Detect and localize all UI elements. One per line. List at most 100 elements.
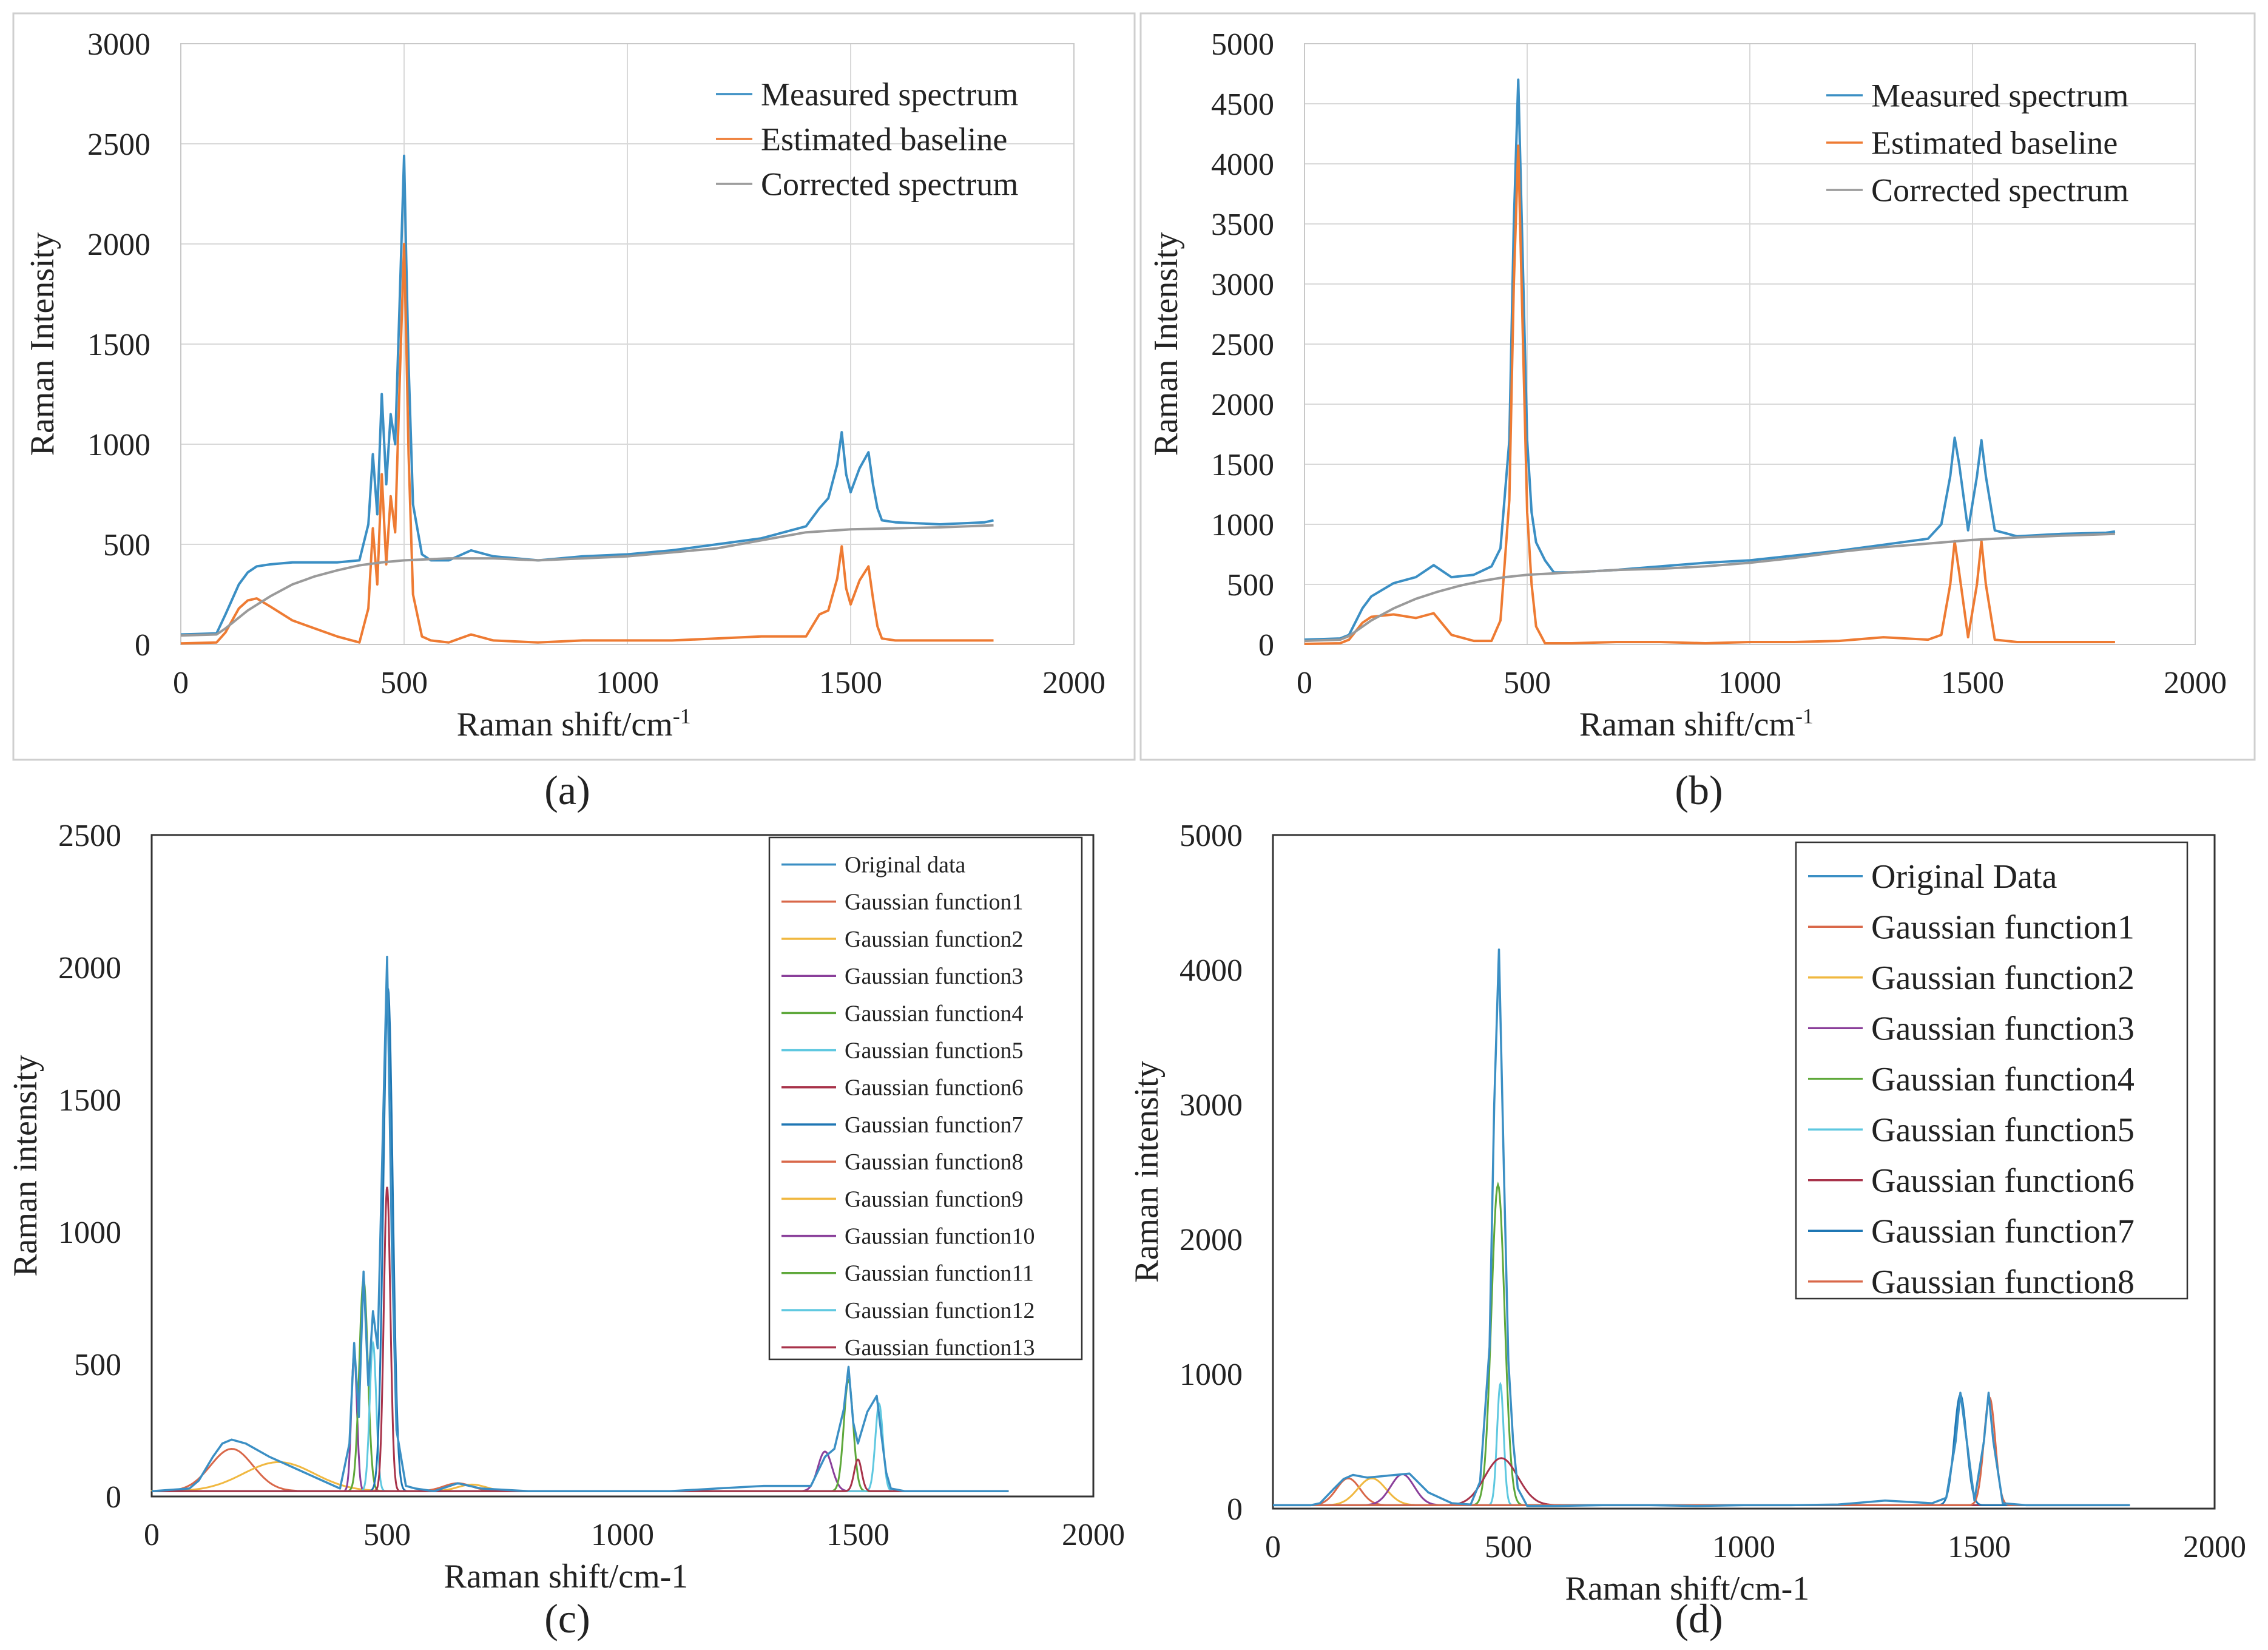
panel-a-ytick-2: 1000 — [87, 428, 150, 462]
panel-d-legend-label-7: Gaussian function7 — [1871, 1212, 2135, 1250]
panel-a-xtick-3: 1500 — [819, 666, 882, 700]
panel-d-legend-label-2: Gaussian function2 — [1871, 959, 2135, 997]
panel-c-legend-label-11: Gaussian function11 — [845, 1261, 1034, 1287]
panel-b-ytick-7: 3500 — [1211, 208, 1274, 242]
panel-c-legend-label-12: Gaussian function12 — [845, 1298, 1034, 1324]
panel-d-gaussian-5 — [1273, 1381, 2130, 1506]
panel-c-ytick-5: 2500 — [58, 819, 121, 853]
panel-b-ytick-5: 2500 — [1211, 328, 1274, 362]
panel-c-xtick-2: 1000 — [591, 1518, 654, 1552]
panel-d-legend-label-3: Gaussian function3 — [1871, 1010, 2135, 1047]
panel-b-ytick-1: 500 — [1227, 568, 1274, 603]
panel-d-ytick-5: 5000 — [1180, 819, 1243, 853]
panel-c-legend-label-2: Gaussian function2 — [845, 927, 1023, 952]
panel-c-gaussian-10 — [152, 1450, 1009, 1492]
panel-d-xtick-4: 2000 — [2183, 1530, 2246, 1564]
panel-b-chart: 0 500 1000 1500 2000 0 500 1000 1500 2000 2500 3000… — [1147, 27, 2227, 743]
panel-c-ytick-3: 1500 — [58, 1083, 121, 1118]
panel-a-chart: 0 500 1000 1500 2000 0 500 1000 1500 2000 2500 3000… — [24, 27, 1105, 743]
panel-a-xlabel: Raman shift/cm-1 — [457, 704, 691, 743]
panel-c-original-data — [151, 955, 1009, 1493]
panel-c-legend-label-5: Gaussian function5 — [845, 1038, 1023, 1064]
panel-d-legend-label-8: Gaussian function8 — [1871, 1263, 2135, 1301]
panel-b-ylabel: Raman Intensity — [1147, 232, 1185, 456]
panel-d-legend-label-1: Gaussian function1 — [1871, 908, 2135, 946]
panel-b-xtick-1: 500 — [1504, 666, 1551, 700]
panel-a-ytick-6: 3000 — [87, 27, 150, 62]
panel-d-legend-label-0: Original Data — [1871, 858, 2057, 896]
panel-b-xlabel-sup: -1 — [1795, 704, 1814, 728]
panel-a-caption: (a) — [544, 767, 590, 813]
panel-d-xtick-2: 1000 — [1712, 1530, 1775, 1564]
panel-b-ytick-8: 4000 — [1211, 147, 1274, 182]
panel-c-xtick-3: 1500 — [826, 1518, 889, 1552]
panel-c-ytick-2: 1000 — [58, 1216, 121, 1250]
panel-a-series-0 — [180, 154, 994, 636]
panel-d-ytick-4: 4000 — [1180, 953, 1243, 988]
panel-a-ylabel: Raman Intensity — [24, 232, 61, 456]
panel-c-legend-label-13: Gaussian function13 — [845, 1335, 1034, 1361]
panel-d-ytick-2: 2000 — [1180, 1223, 1243, 1257]
panel-c-legend-label-10: Gaussian function10 — [845, 1224, 1034, 1249]
panel-a-xlabel-sup: -1 — [673, 704, 691, 728]
panel-c-xtick-0: 0 — [144, 1518, 160, 1552]
panel-d-xtick-3: 1500 — [1948, 1530, 2011, 1564]
panel-d-legend-label-5: Gaussian function5 — [1871, 1111, 2135, 1149]
panel-c-xtick-4: 2000 — [1062, 1518, 1125, 1552]
panel-c-legend-label-1: Gaussian function1 — [845, 890, 1023, 915]
panel-c-caption: (c) — [544, 1595, 590, 1642]
panel-b-legend-label-0: Measured spectrum — [1871, 77, 2128, 113]
panel-c-ytick-4: 2000 — [58, 951, 121, 986]
panel-b-xtick-0: 0 — [1297, 666, 1312, 700]
panel-b-legend-label-1: Estimated baseline — [1871, 124, 2118, 161]
panel-d-original-data — [1273, 948, 2130, 1507]
panel-b-frame — [1139, 12, 2256, 761]
panel-b-xtick-2: 1000 — [1718, 666, 1781, 700]
panel-b-xtick-3: 1500 — [1941, 666, 2004, 700]
panel-b-xlabel: Raman shift/cm-1 — [1579, 704, 1814, 743]
panel-c-ytick-0: 0 — [106, 1480, 121, 1515]
panel-c-gaussian-11 — [151, 1378, 1009, 1492]
panel-a-ytick-1: 500 — [103, 528, 150, 563]
panel-a-legend-label-2: Corrected spectrum — [761, 166, 1018, 202]
panel-a-xtick-4: 2000 — [1042, 666, 1105, 700]
panel-c-legend-label-9: Gaussian function9 — [845, 1186, 1023, 1212]
panel-b-series-2 — [1304, 532, 2115, 643]
panel-b-xtick-4: 2000 — [2164, 666, 2227, 700]
panel-c-gaussian-1 — [150, 1447, 1009, 1492]
panel-a-legend-label-1: Estimated baseline — [761, 121, 1007, 157]
panel-d-ytick-1: 1000 — [1180, 1358, 1243, 1392]
panel-a-xtick-1: 500 — [380, 666, 428, 700]
panel-c-ylabel: Raman intensity — [7, 1055, 44, 1277]
panel-c-plot-frame — [150, 834, 1095, 1498]
panel-c-xtick-1: 500 — [363, 1518, 411, 1552]
panel-c-legend-label-0: Original data — [845, 853, 966, 878]
panel-c-xlabel: Raman shift/cm-1 — [444, 1558, 688, 1595]
panel-d-legend-label-4: Gaussian function4 — [1871, 1061, 2135, 1098]
panel-d-legend-label-6: Gaussian function6 — [1871, 1162, 2135, 1200]
panel-b-plot-frame — [1304, 43, 2196, 645]
panel-b-ytick-6: 3000 — [1211, 268, 1274, 302]
panel-c-legend-label-3: Gaussian function3 — [845, 964, 1023, 989]
panel-b-ytick-0: 0 — [1258, 628, 1274, 663]
panel-a-ytick-3: 1500 — [87, 328, 150, 362]
panel-c-legend-label-7: Gaussian function7 — [845, 1112, 1023, 1138]
panel-c-chart: 0 500 1000 1500 2000 0 500 1000 1500 2000 2500 Rama… — [7, 819, 1125, 1595]
panel-c-legend-label-8: Gaussian function8 — [845, 1149, 1023, 1175]
panel-d-caption: (d) — [1675, 1595, 1723, 1642]
panel-a-xtick-0: 0 — [173, 666, 189, 700]
panel-d-ytick-3: 3000 — [1180, 1088, 1243, 1123]
panel-b-series-1 — [1304, 144, 2115, 645]
panel-a-xtick-2: 1000 — [596, 666, 659, 700]
panel-a-ytick-5: 2500 — [87, 127, 150, 162]
panel-d-chart: 0 500 1000 1500 2000 0 1000 2000 3000 4000 5000 Ram… — [1128, 819, 2246, 1608]
panel-a-plot-frame — [180, 43, 1075, 645]
panel-a-series-1 — [180, 243, 994, 645]
panel-a-ytick-0: 0 — [135, 628, 150, 663]
panel-d-gaussian-4 — [1272, 1182, 2130, 1506]
panel-c-gaussian-5 — [151, 1340, 1009, 1492]
panel-c-gaussian-13 — [152, 1458, 1009, 1492]
panel-d-ytick-0: 0 — [1227, 1492, 1243, 1527]
panel-c-legend-label-4: Gaussian function4 — [845, 1001, 1023, 1026]
